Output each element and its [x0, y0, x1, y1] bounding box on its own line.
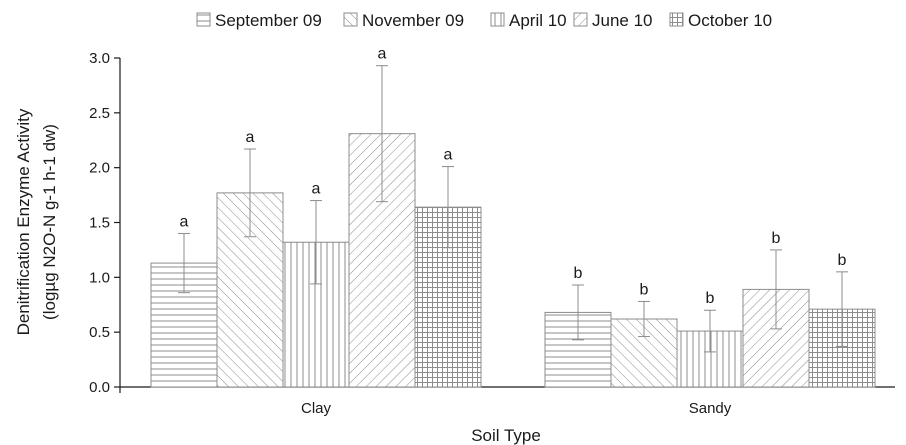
y-axis-title-line2: (logµg N2O-N g-1 h-1 dw)	[40, 124, 59, 320]
significance-label: a	[246, 129, 255, 146]
x-axis-title: Soil Type	[471, 426, 541, 445]
significance-label: a	[312, 181, 321, 198]
axis-titles: Soil Type Denitrification Enzyme Activity…	[14, 108, 541, 445]
y-tick-label: 0.5	[89, 324, 110, 341]
x-tick-label: Clay	[301, 400, 332, 417]
significance-label: a	[378, 46, 387, 63]
significance-label: a	[444, 147, 453, 164]
legend-label: November 09	[362, 11, 464, 30]
legend-swatch	[573, 12, 588, 27]
y-tick-label: 2.5	[89, 105, 110, 122]
y-tick-label: 3.0	[89, 50, 110, 67]
legend-label: September 09	[215, 11, 322, 30]
y-tick-label: 0.0	[89, 379, 110, 396]
x-axis: Clay Sandy	[119, 386, 895, 417]
significance-label: b	[838, 252, 847, 269]
y-tick-label: 1.5	[89, 215, 110, 232]
legend-swatch	[490, 12, 505, 27]
significance-label: b	[574, 265, 583, 282]
significance-label: a	[180, 213, 189, 230]
y-tick-label: 1.0	[89, 269, 110, 286]
legend: September 09 November 09 April 10 June 10 Oc…	[196, 11, 772, 30]
y-tick-label: 2.0	[89, 160, 110, 177]
y-axis: 0.0 0.5 1.0 1.5 2.0 2.5 3.0	[89, 50, 121, 396]
bars: a a a a a b b b b b	[150, 46, 876, 388]
y-axis-title-line1: Denitrification Enzyme Activity	[14, 108, 33, 335]
legend-swatch	[669, 12, 684, 27]
legend-label: October 10	[688, 11, 772, 30]
significance-label: b	[772, 230, 781, 247]
legend-swatch	[196, 12, 211, 27]
legend-label: April 10	[509, 11, 567, 30]
bar-clay-3	[282, 241, 350, 388]
significance-label: b	[706, 290, 715, 307]
legend-swatch	[343, 12, 358, 27]
x-tick-label: Sandy	[689, 400, 732, 417]
legend-label: June 10	[592, 11, 653, 30]
significance-label: b	[640, 281, 649, 298]
